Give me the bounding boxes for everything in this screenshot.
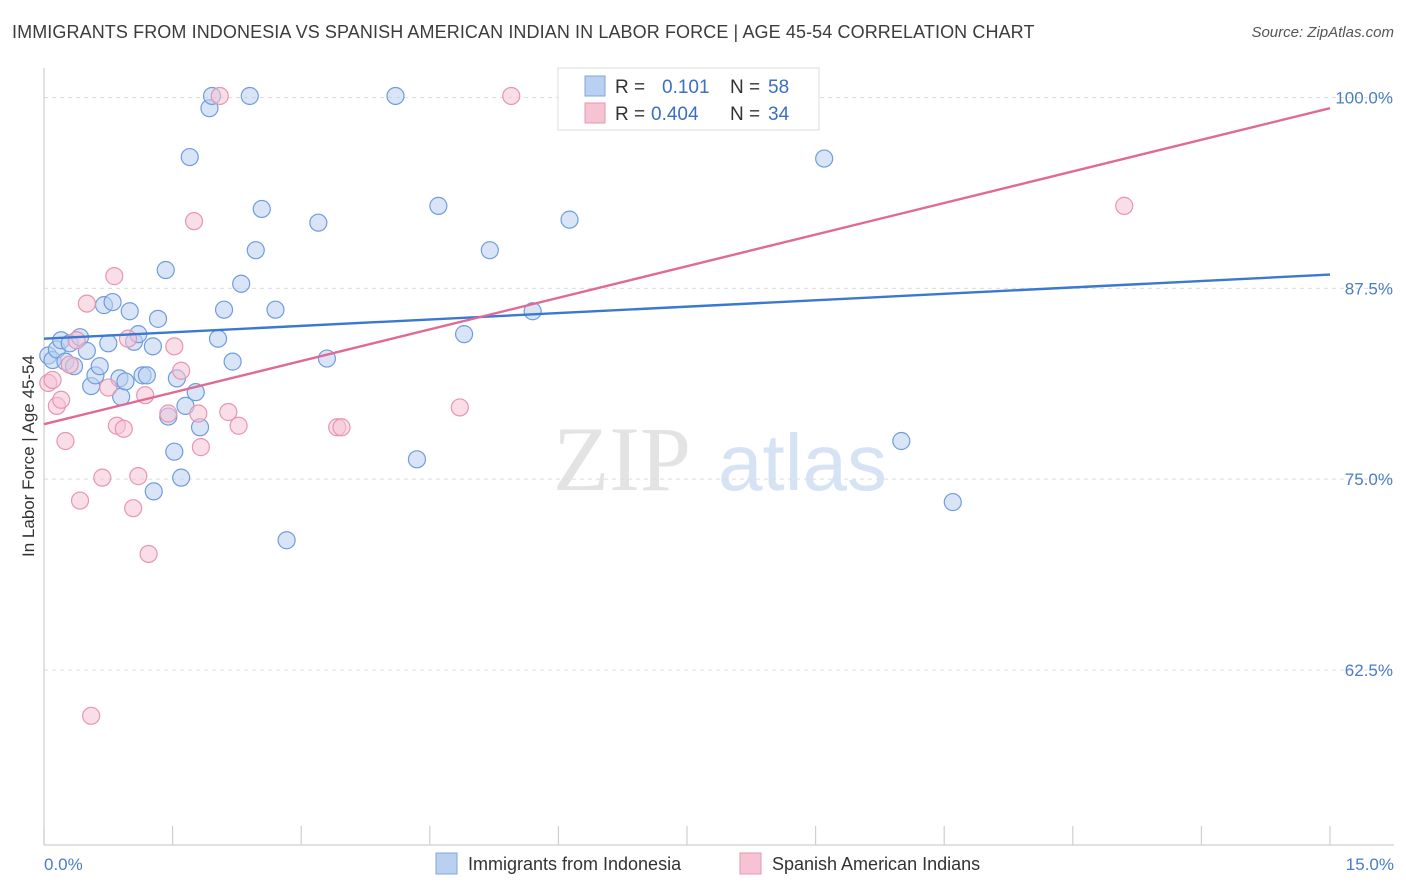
point-indonesia-44 [277, 531, 296, 550]
point-indonesia-24 [148, 309, 168, 328]
x-tick-label-left: 0.0% [44, 855, 83, 874]
point-indonesia-25 [156, 260, 175, 280]
series-legend-swatch-pink [739, 852, 762, 875]
legend-r-label-pink: R = [615, 104, 645, 125]
stats-legend: R = 0.101 N = 58 R = 0.404 N = 34 [557, 67, 820, 131]
point-indonesia-43 [266, 300, 285, 319]
legend-n-value-pink: 34 [768, 104, 790, 125]
point-spanish-american-indian-19 [139, 544, 158, 564]
point-spanish-american-indian-4 [56, 431, 75, 451]
point-indonesia-52 [480, 241, 499, 260]
y-tick-label-2: 75.0% [1345, 470, 1393, 489]
point-indonesia-23 [143, 337, 162, 356]
point-spanish-american-indian-30 [332, 418, 351, 437]
point-spanish-american-indian-6 [67, 331, 86, 350]
point-spanish-american-indian-27 [219, 402, 238, 422]
point-indonesia-51 [454, 325, 474, 344]
legend-n-label-pink: N = [730, 104, 760, 125]
legend-swatch-pink [584, 102, 606, 124]
point-spanish-american-indian-1 [43, 370, 62, 390]
y-tick-label-0: 100.0% [1335, 89, 1393, 108]
series-legend-swatch-blue [435, 852, 458, 875]
series-spanish-american-indian-points [39, 86, 1134, 725]
point-spanish-american-indian-31 [450, 398, 469, 417]
point-indonesia-56 [892, 431, 911, 451]
legend-n-label-blue: N = [730, 77, 760, 98]
legend-swatch-blue [584, 75, 606, 97]
legend-r-value-pink: 0.404 [651, 104, 699, 125]
point-spanish-american-indian-28 [229, 416, 248, 435]
point-indonesia-17 [116, 372, 135, 391]
point-spanish-american-indian-14 [114, 419, 133, 438]
point-indonesia-57 [943, 492, 962, 512]
point-spanish-american-indian-25 [191, 438, 210, 457]
point-spanish-american-indian-9 [82, 706, 101, 725]
point-indonesia-37 [214, 300, 234, 319]
point-indonesia-36 [208, 329, 228, 348]
series-legend-label-pink: Spanish American Indians [772, 854, 980, 874]
y-axis-label: In Labor Force | Age 45-54 [19, 355, 38, 557]
trend-line-spanish-american-indian [43, 107, 1331, 426]
point-indonesia-48 [386, 86, 405, 106]
point-spanish-american-indian-11 [99, 378, 118, 397]
point-spanish-american-indian-12 [105, 267, 124, 286]
point-indonesia-54 [560, 210, 579, 229]
trend-line-indonesia [43, 273, 1331, 340]
watermark-atlas: atlas [718, 418, 887, 507]
point-indonesia-38 [223, 352, 242, 371]
y-tick-labels: 100.0% 87.5% 75.0% 62.5% [1335, 89, 1393, 681]
series-legend-label-blue: Immigrants from Indonesia [468, 854, 682, 874]
point-spanish-american-indian-33 [1115, 196, 1134, 215]
point-spanish-american-indian-3 [52, 390, 71, 409]
point-spanish-american-indian-16 [124, 499, 143, 518]
point-spanish-american-indian-7 [70, 491, 90, 510]
gridlines [44, 97, 1394, 671]
point-indonesia-39 [232, 274, 251, 293]
point-indonesia-41 [246, 241, 265, 260]
point-indonesia-55 [815, 149, 834, 168]
point-indonesia-11 [90, 357, 109, 376]
chart-title: IMMIGRANTS FROM INDONESIA VS SPANISH AME… [12, 22, 1035, 42]
x-tick-label-right: 15.0% [1346, 855, 1394, 874]
point-spanish-american-indian-32 [502, 86, 521, 106]
point-spanish-american-indian-20 [159, 404, 178, 423]
y-tick-label-1: 87.5% [1345, 279, 1393, 298]
point-spanish-american-indian-22 [172, 361, 191, 380]
point-indonesia-29 [172, 468, 191, 487]
point-indonesia-50 [429, 196, 448, 215]
source-credit: Source: ZipAtlas.com [1251, 24, 1394, 41]
point-spanish-american-indian-21 [165, 337, 184, 356]
point-spanish-american-indian-17 [129, 467, 148, 486]
point-indonesia-27 [165, 442, 184, 461]
point-indonesia-47 [144, 482, 163, 501]
point-spanish-american-indian-5 [60, 355, 79, 374]
series-legend: Immigrants from Indonesia Spanish Americ… [435, 852, 980, 875]
point-indonesia-22 [137, 366, 156, 385]
legend-r-value-blue: 0.101 [662, 77, 710, 98]
point-spanish-american-indian-24 [189, 404, 208, 423]
point-indonesia-49 [407, 450, 427, 469]
legend-r-label-blue: R = [615, 77, 645, 98]
watermark-zip: ZIP [553, 408, 691, 510]
point-indonesia-18 [120, 302, 139, 321]
point-indonesia-14 [103, 292, 122, 312]
point-spanish-american-indian-8 [77, 294, 96, 313]
point-spanish-american-indian-26 [210, 86, 229, 106]
point-spanish-american-indian-23 [184, 212, 204, 231]
point-spanish-american-indian-10 [93, 468, 112, 487]
y-tick-label-3: 62.5% [1345, 661, 1393, 680]
point-spanish-american-indian-15 [118, 329, 138, 348]
point-indonesia-42 [252, 199, 271, 219]
point-indonesia-31 [180, 147, 199, 167]
watermark: ZIP atlas [553, 408, 887, 510]
point-indonesia-13 [99, 334, 118, 353]
point-indonesia-45 [309, 213, 328, 232]
legend-n-value-blue: 58 [768, 77, 789, 98]
x-tick-marks [43, 826, 1331, 845]
point-indonesia-40 [240, 86, 259, 106]
